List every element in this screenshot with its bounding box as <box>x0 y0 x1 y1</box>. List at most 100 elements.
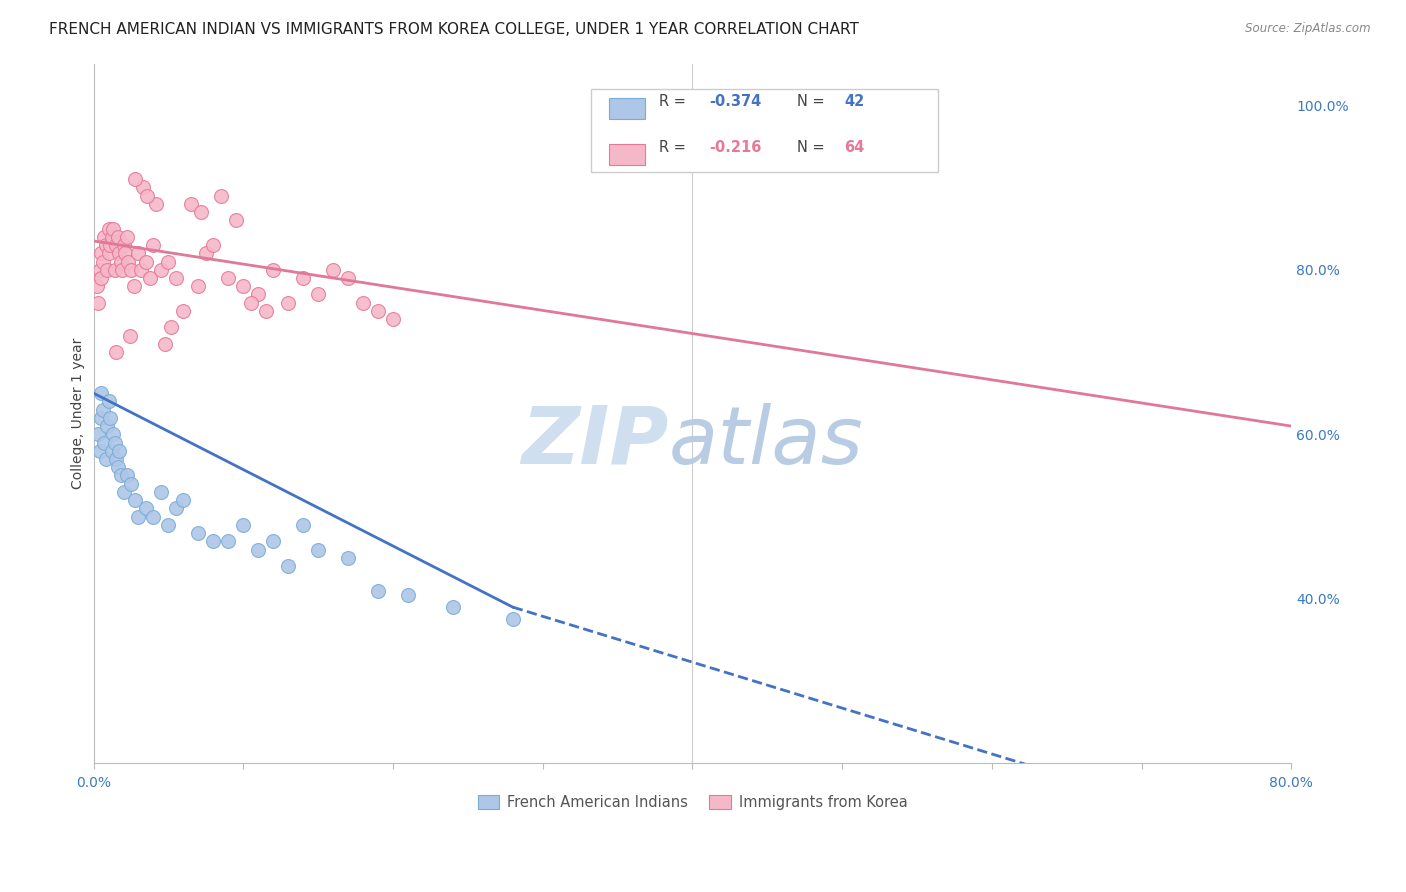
Point <box>89 443 111 458</box>
Point <box>307 542 329 557</box>
Point <box>100 443 122 458</box>
Point <box>292 271 315 285</box>
Point <box>396 588 419 602</box>
Text: FRENCH AMERICAN INDIAN VS IMMIGRANTS FROM KOREA COLLEGE, UNDER 1 YEAR CORRELATIO: FRENCH AMERICAN INDIAN VS IMMIGRANTS FRO… <box>49 22 859 37</box>
Point <box>292 517 315 532</box>
Point <box>122 279 145 293</box>
Point <box>107 230 129 244</box>
Point <box>149 262 172 277</box>
Point <box>382 312 405 326</box>
Point <box>217 534 239 549</box>
Point <box>217 271 239 285</box>
Point <box>367 304 389 318</box>
Point <box>120 262 142 277</box>
Point <box>101 221 124 235</box>
Point <box>110 254 132 268</box>
Point <box>337 550 360 565</box>
Point <box>502 612 524 626</box>
Point <box>118 328 141 343</box>
Point <box>254 304 277 318</box>
Point <box>232 279 254 293</box>
Point <box>135 501 157 516</box>
Point <box>97 246 120 260</box>
Point <box>187 526 209 541</box>
Point <box>100 230 122 244</box>
Point <box>194 246 217 260</box>
Point <box>97 221 120 235</box>
Point <box>87 427 110 442</box>
Text: R =: R = <box>659 94 690 109</box>
Point <box>90 246 112 260</box>
Text: -0.216: -0.216 <box>709 140 762 155</box>
Text: 42: 42 <box>845 94 865 109</box>
Text: N =: N = <box>797 140 830 155</box>
Point <box>105 238 128 252</box>
Point <box>120 476 142 491</box>
Point <box>232 517 254 532</box>
Point <box>367 583 389 598</box>
Point <box>262 534 284 549</box>
Point <box>105 452 128 467</box>
Point <box>103 435 125 450</box>
Point <box>225 213 247 227</box>
Point <box>90 386 112 401</box>
Text: ZIP: ZIP <box>522 403 668 481</box>
Point <box>142 238 165 252</box>
Text: 0.0%: 0.0% <box>76 776 111 789</box>
Point <box>157 517 180 532</box>
Point <box>247 542 270 557</box>
Point <box>93 435 115 450</box>
Point <box>127 509 149 524</box>
Point <box>145 197 167 211</box>
Text: R =: R = <box>659 140 690 155</box>
Point <box>91 402 114 417</box>
Point <box>132 180 155 194</box>
Point <box>90 410 112 425</box>
Point <box>155 336 177 351</box>
Text: 80.0%: 80.0% <box>1270 776 1313 789</box>
Text: Source: ZipAtlas.com: Source: ZipAtlas.com <box>1246 22 1371 36</box>
Point <box>142 509 165 524</box>
Point <box>337 271 360 285</box>
Point <box>117 254 139 268</box>
Point <box>96 419 118 434</box>
Point <box>352 295 374 310</box>
Point <box>105 345 128 359</box>
Point <box>165 501 187 516</box>
Point <box>172 304 194 318</box>
Point <box>322 262 344 277</box>
Point <box>89 262 111 277</box>
Point <box>277 559 299 574</box>
Text: 64: 64 <box>845 140 865 155</box>
Point <box>160 320 183 334</box>
Point <box>441 600 464 615</box>
Point <box>107 460 129 475</box>
Point <box>94 238 117 252</box>
Point <box>111 262 134 277</box>
Point <box>124 172 146 186</box>
Point <box>136 188 159 202</box>
Point <box>97 394 120 409</box>
Point <box>307 287 329 301</box>
Point <box>202 534 225 549</box>
Point <box>202 238 225 252</box>
Point <box>262 262 284 277</box>
FancyBboxPatch shape <box>609 97 644 119</box>
Point <box>90 271 112 285</box>
Point <box>277 295 299 310</box>
Point <box>209 188 232 202</box>
Point <box>110 468 132 483</box>
Point <box>247 287 270 301</box>
Y-axis label: College, Under 1 year: College, Under 1 year <box>72 338 86 490</box>
Point <box>172 493 194 508</box>
Point <box>135 254 157 268</box>
FancyBboxPatch shape <box>609 144 644 165</box>
Text: -0.374: -0.374 <box>709 94 762 109</box>
Point <box>124 493 146 508</box>
Point <box>157 254 180 268</box>
Point <box>190 205 212 219</box>
Legend: French American Indians, Immigrants from Korea: French American Indians, Immigrants from… <box>471 789 914 815</box>
Point <box>103 262 125 277</box>
Point <box>139 271 162 285</box>
Point <box>112 484 135 499</box>
